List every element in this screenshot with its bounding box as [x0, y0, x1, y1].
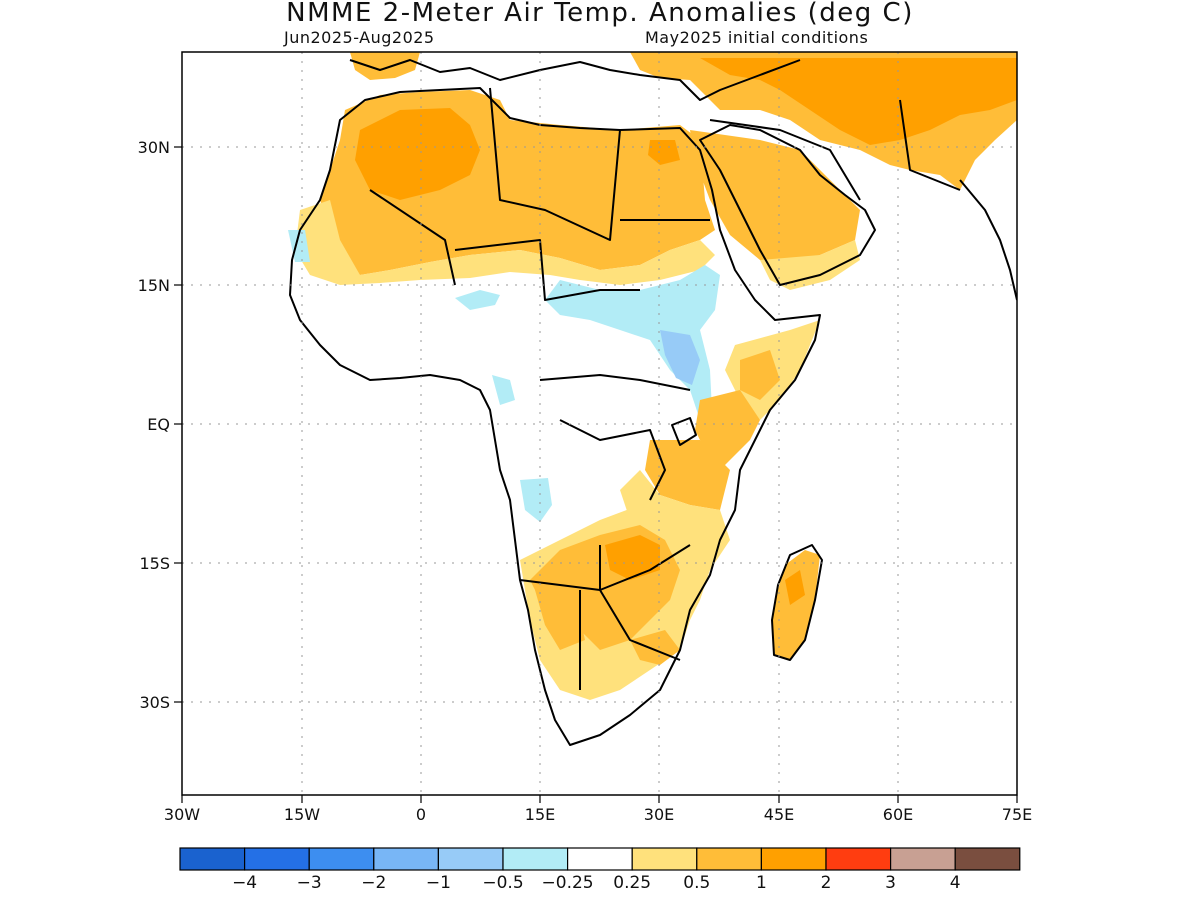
anomaly-region-somalia	[740, 350, 780, 400]
anomaly-region-nigeria-cool	[492, 375, 515, 405]
lake-victoria	[671, 417, 697, 446]
anomaly-region-egypt-core	[648, 140, 680, 165]
anomaly-region-sahel	[295, 200, 715, 285]
anomaly-region-sudan-cool	[545, 265, 720, 420]
anomaly-region-madagascar	[772, 550, 820, 660]
x-tick-label: 30W	[164, 805, 200, 824]
colorbar-swatch	[631, 847, 698, 871]
anomaly-region-zambia-core	[605, 535, 660, 580]
anomaly-region-arabia-south	[760, 240, 860, 290]
mediterranean-north-coast	[349, 59, 801, 101]
y-tick-label: 30N	[138, 138, 170, 157]
map-title: NMME 2-Meter Air Temp. Anomalies (deg C)	[286, 0, 914, 28]
colorbar-label: 2	[821, 873, 832, 893]
tick-marks	[174, 146, 1018, 803]
border-southern-3	[599, 545, 681, 661]
colorbar-label: −3	[297, 873, 322, 893]
madagascar-coastline	[771, 544, 823, 661]
colorbar-label: 4	[950, 873, 961, 893]
border-central-2	[559, 419, 666, 501]
x-tick-label: 15W	[284, 805, 320, 824]
y-tick-label: 15S	[139, 554, 170, 573]
colorbar-swatch	[179, 847, 246, 871]
coastline-layer	[289, 59, 1017, 746]
border-middle-east-2	[899, 99, 961, 191]
border-middle-east-1	[709, 119, 861, 201]
x-tick-label: 0	[416, 805, 426, 824]
colorbar-swatch	[437, 847, 504, 871]
y-axis-labels: 30N 15N EQ 15S 30S	[138, 138, 170, 712]
colorbar-swatch	[760, 847, 827, 871]
x-tick-label: 45E	[764, 805, 794, 824]
anomaly-region-kenya	[695, 390, 760, 470]
colorbar-swatch	[308, 847, 375, 871]
anomaly-region-tanzania	[645, 440, 730, 510]
india-coastline	[959, 179, 1017, 301]
x-tick-label: 75E	[1002, 805, 1032, 824]
colorbar-label: −0.25	[542, 873, 594, 893]
colorbar: −4 −3 −2 −1 −0.5 −0.25 0.25 0.5 1 2 3 4	[179, 847, 1021, 893]
colorbar-swatch	[825, 847, 892, 871]
colorbar-swatch	[244, 847, 310, 871]
anomaly-region-algeria-core	[355, 108, 480, 200]
colorbar-swatch	[373, 847, 439, 871]
border-sahel-1	[454, 239, 640, 301]
y-tick-label: 15N	[138, 276, 170, 295]
x-axis-labels: 30W 15W 0 15E 30E 45E 60E 75E	[164, 805, 1032, 824]
colorbar-swatch	[566, 847, 633, 871]
anomaly-region-sudan-cooler	[660, 330, 700, 385]
anomaly-region-angola-cool	[520, 478, 552, 522]
anomaly-region-europe	[350, 52, 420, 80]
anomaly-region-arabia	[690, 130, 860, 265]
arabia-coastline	[699, 124, 876, 286]
forecast-period: Jun2025-Aug2025	[284, 28, 435, 47]
colorbar-label: 1	[756, 873, 767, 893]
x-tick-label: 30E	[644, 805, 674, 824]
colorbar-swatch	[889, 847, 956, 871]
y-tick-label: EQ	[147, 415, 170, 434]
colorbar-label: 3	[885, 873, 896, 893]
anomaly-region-namibia-core	[535, 590, 585, 650]
border-sahara-1	[369, 189, 456, 286]
colorbar-label: 0.25	[613, 873, 651, 893]
initial-conditions: May2025 initial conditions	[645, 28, 869, 47]
x-tick-label: 60E	[883, 805, 913, 824]
anomaly-region-westafrica-cool	[455, 290, 500, 310]
colorbar-label: −1	[426, 873, 451, 893]
colorbar-label: −0.5	[482, 873, 523, 893]
colorbar-label: 0.5	[683, 873, 710, 893]
border-southern-1	[519, 544, 691, 591]
y-tick-label: 30S	[139, 693, 170, 712]
colorbar-swatch	[696, 847, 762, 871]
colorbar-label: −4	[232, 873, 257, 893]
anomaly-region-south-africa-core	[630, 630, 680, 665]
colorbar-label: −2	[361, 873, 386, 893]
x-tick-label: 15E	[525, 805, 555, 824]
colorbar-swatch	[502, 847, 569, 871]
colorbar-swatch	[954, 847, 1021, 871]
border-sahara-2	[489, 87, 621, 241]
border-central-1	[539, 374, 691, 391]
africa-coastline	[289, 87, 821, 746]
anomaly-fill-layer	[288, 52, 1017, 700]
anomaly-region-madagascar-core	[785, 570, 805, 605]
